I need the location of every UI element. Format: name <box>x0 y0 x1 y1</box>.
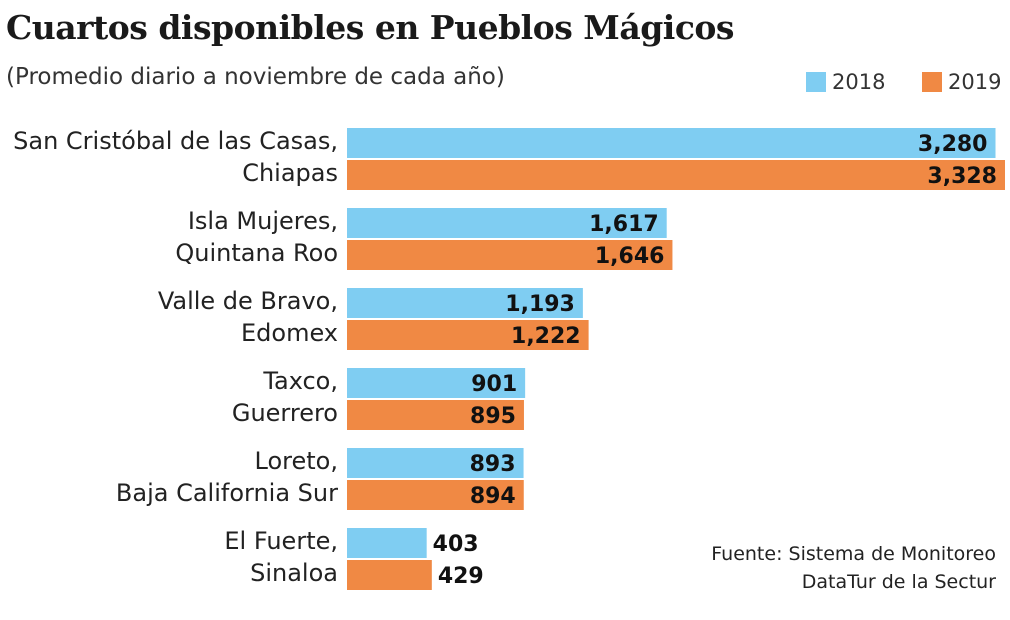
category-label-line: Isla Mujeres, <box>187 207 338 235</box>
category-label: San Cristóbal de las Casas, Chiapas <box>13 125 338 189</box>
bar-2019 <box>347 480 524 510</box>
category-label: Isla Mujeres, Quintana Roo <box>175 205 338 269</box>
bar-2018 <box>347 208 667 238</box>
data-label: 901 <box>471 372 517 397</box>
category-label: Taxco, Guerrero <box>232 365 338 429</box>
data-label: 429 <box>438 564 484 589</box>
data-label: 895 <box>470 404 516 429</box>
data-label: 893 <box>470 452 516 477</box>
category-label: El Fuerte, Sinaloa <box>224 525 338 589</box>
bar-2018 <box>347 128 996 158</box>
data-label: 1,646 <box>595 244 665 269</box>
legend-swatch-2018 <box>806 72 826 92</box>
data-label: 3,328 <box>927 164 997 189</box>
category-label-line: El Fuerte, <box>224 527 338 555</box>
source-note: Fuente: Sistema de Monitoreo DataTur de … <box>711 540 996 596</box>
bar-2018 <box>347 448 524 478</box>
data-label: 1,222 <box>511 324 581 349</box>
data-label: 3,280 <box>918 132 988 157</box>
data-label: 403 <box>433 532 479 557</box>
category-label-line: Quintana Roo <box>175 239 338 267</box>
category-label-line: Loreto, <box>254 447 338 475</box>
category-label-line: Baja California Sur <box>115 479 338 507</box>
source-line-2: DataTur de la Sectur <box>801 571 996 593</box>
source-line-1: Fuente: Sistema de Monitoreo <box>711 543 996 565</box>
bar-2019 <box>347 560 432 590</box>
category-label: Loreto, Baja California Sur <box>116 445 338 509</box>
bar-2018 <box>347 368 526 398</box>
category-label-line: Taxco, <box>263 367 338 395</box>
bar-2019 <box>347 160 1005 190</box>
legend-label-2018: 2018 <box>832 70 886 94</box>
bar-2018 <box>347 528 427 558</box>
category-label-line: Edomex <box>240 319 338 347</box>
data-label: 894 <box>470 484 516 509</box>
bar-2019 <box>347 240 673 270</box>
legend-item-2019: 2019 <box>922 70 1001 94</box>
bar-2018 <box>347 288 583 318</box>
data-label: 1,617 <box>589 212 659 237</box>
chart-subtitle: (Promedio diario a noviembre de cada año… <box>6 64 505 90</box>
category-label-line: San Cristóbal de las Casas, <box>13 127 338 155</box>
data-label: 1,193 <box>505 292 575 317</box>
category-label-line: Chiapas <box>242 159 338 187</box>
legend-label-2019: 2019 <box>948 70 1002 94</box>
category-label-line: Valle de Bravo, <box>157 287 338 315</box>
legend-item-2018: 2018 <box>806 70 885 94</box>
category-label: Valle de Bravo, Edomex <box>158 285 338 349</box>
category-label-line: Sinaloa <box>250 559 338 587</box>
bar-2019 <box>347 320 589 350</box>
chart-title: Cuartos disponibles en Pueblos Mágicos <box>6 8 735 47</box>
bar-2019 <box>347 400 524 430</box>
legend-swatch-2019 <box>922 72 942 92</box>
category-label-line: Guerrero <box>231 399 338 427</box>
